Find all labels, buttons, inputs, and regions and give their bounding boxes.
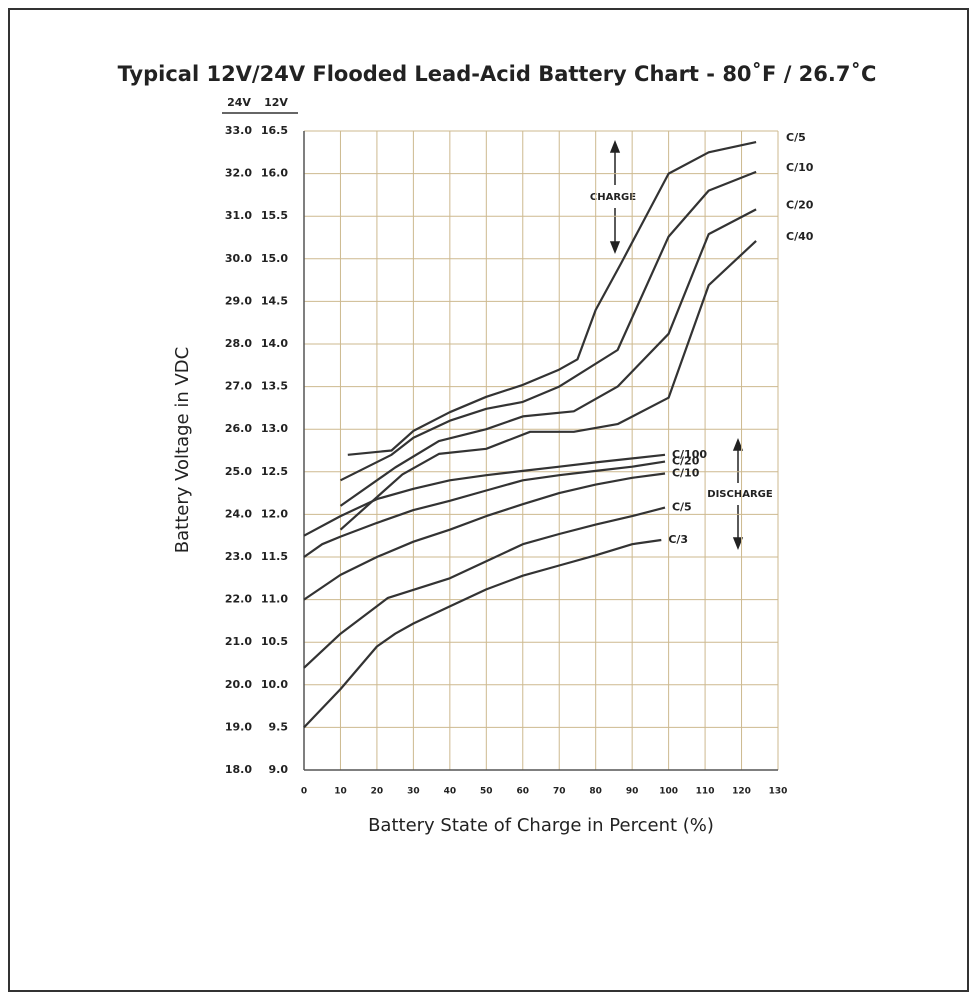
y-tick-label: 16.0 [261, 167, 288, 180]
y2-tick-label: 20.0 [225, 678, 252, 691]
series-label: C/5 [672, 501, 692, 514]
y2-tick-label: 18.0 [225, 763, 252, 776]
x-tick-label: 20 [371, 787, 384, 797]
y2-tick-label: 19.0 [225, 720, 252, 733]
y2-tick-label: 29.0 [225, 294, 252, 307]
x-tick-label: 110 [696, 787, 715, 797]
y-tick-label: 10.5 [261, 635, 288, 648]
discharge-arrow [732, 437, 744, 551]
series-label: C/40 [786, 230, 814, 243]
y-axis-label: Battery Voltage in VDC [172, 347, 193, 553]
x-tick-label: 130 [769, 787, 788, 797]
x-tick-label: 70 [553, 787, 566, 797]
y-tick-label: 12.5 [261, 465, 288, 478]
series-line [340, 170, 757, 482]
y2-tick-label: 33.0 [225, 124, 252, 137]
y-tick-label: 13.0 [261, 422, 288, 435]
series-line [303, 472, 666, 601]
y2-header: 24V [227, 96, 251, 109]
x-tick-label: 0 [301, 787, 307, 797]
series-label: C/20 [786, 198, 814, 211]
series-line [303, 460, 666, 558]
x-tick-label: 60 [517, 787, 530, 797]
y-tick-label: 9.5 [269, 720, 289, 733]
x-tick-label: 30 [407, 787, 420, 797]
series-line [303, 538, 662, 729]
series-line [339, 240, 757, 531]
y-tick-label: 11.0 [261, 593, 288, 606]
y2-tick-label: 26.0 [225, 422, 252, 435]
y2-tick-label: 31.0 [225, 209, 252, 222]
charge-arrow [609, 139, 621, 255]
series-line [303, 506, 666, 669]
series-label: C/20 [672, 455, 700, 468]
y-tick-label: 11.5 [261, 550, 288, 563]
series-label: C/3 [668, 533, 688, 546]
series-label: C/10 [786, 161, 814, 174]
y2-tick-label: 28.0 [225, 337, 252, 350]
y-tick-label: 14.0 [261, 337, 288, 350]
y-tick-label: 10.0 [261, 678, 288, 691]
x-tick-label: 100 [659, 787, 678, 797]
y-tick-label: 15.5 [261, 209, 288, 222]
x-axis-label: Battery State of Charge in Percent (%) [368, 815, 714, 836]
x-tick-label: 120 [732, 787, 751, 797]
series-line [339, 208, 757, 507]
y-tick-label: 9.0 [269, 763, 289, 776]
y2-tick-label: 32.0 [225, 167, 252, 180]
series-label: C/5 [786, 131, 806, 144]
series-line [303, 453, 666, 537]
x-tick-label: 10 [334, 787, 347, 797]
y-header: 12V [264, 96, 288, 109]
series-line [347, 141, 757, 456]
series-label: C/10 [672, 467, 700, 480]
frame [8, 8, 969, 992]
x-tick-label: 90 [626, 787, 639, 797]
y2-tick-label: 30.0 [225, 252, 252, 265]
y-tick-label: 15.0 [261, 252, 288, 265]
y2-tick-label: 23.0 [225, 550, 252, 563]
y-tick-label: 12.0 [261, 507, 288, 520]
y-tick-label: 14.5 [261, 294, 288, 307]
series-label: C/100 [672, 448, 707, 461]
chart-title: Typical 12V/24V Flooded Lead-Acid Batter… [118, 62, 877, 86]
y2-tick-label: 21.0 [225, 635, 252, 648]
x-tick-label: 50 [480, 787, 493, 797]
x-tick-label: 40 [444, 787, 457, 797]
y2-tick-label: 27.0 [225, 380, 252, 393]
x-tick-label: 80 [589, 787, 602, 797]
y-tick-label: 16.5 [261, 124, 288, 137]
annotation: DISCHARGE [707, 489, 773, 500]
y2-tick-label: 22.0 [225, 593, 252, 606]
y-tick-label: 13.5 [261, 380, 288, 393]
y2-tick-label: 25.0 [225, 465, 252, 478]
y2-tick-label: 24.0 [225, 507, 252, 520]
annotation: CHARGE [590, 192, 636, 203]
